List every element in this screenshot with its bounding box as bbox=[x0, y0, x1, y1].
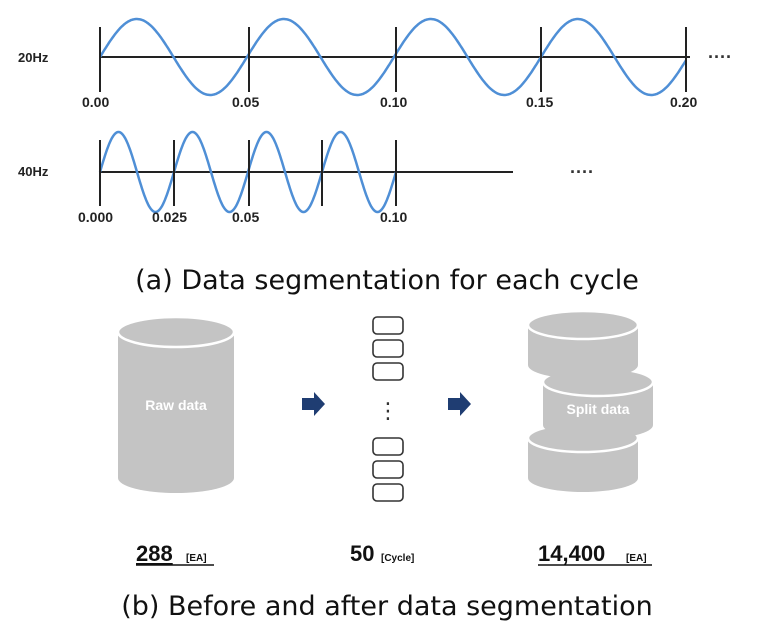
row-20hz: 20Hz 0.00 0.05 0.10 0.15 0.20 ···· bbox=[18, 17, 732, 110]
cycle-box bbox=[372, 460, 404, 479]
cycle-stack: ⋮ bbox=[372, 316, 404, 502]
cycle-box bbox=[372, 362, 404, 381]
caption-a: (a) Data segmentation for each cycle bbox=[135, 265, 639, 296]
tick-label: 0.000 bbox=[78, 209, 113, 225]
raw-unit: [EA] bbox=[186, 553, 207, 564]
cycle-box bbox=[372, 339, 404, 358]
split-unit: [EA] bbox=[626, 553, 647, 564]
cycle-unit: [Cycle] bbox=[381, 553, 414, 564]
cycle-count: 50 bbox=[350, 541, 374, 566]
arrow-right-icon bbox=[302, 392, 325, 416]
count-split: 14,400 [EA] bbox=[538, 541, 652, 566]
tick-label: 0.20 bbox=[670, 94, 697, 110]
tick-label: 0.05 bbox=[232, 94, 259, 110]
tick-label: 0.025 bbox=[152, 209, 187, 225]
raw-data-cylinder: Raw data bbox=[116, 315, 236, 493]
cycle-box bbox=[372, 483, 404, 502]
count-cycles: 50 [Cycle] bbox=[350, 541, 414, 566]
tick-label: 0.10 bbox=[380, 209, 407, 225]
cylinder-body bbox=[118, 332, 234, 493]
arrow-right-icon bbox=[448, 392, 471, 416]
freq-label-20hz: 20Hz bbox=[18, 50, 49, 65]
cylinder-body bbox=[543, 382, 653, 439]
cylinder-body bbox=[528, 438, 638, 492]
cylinder-top bbox=[116, 315, 236, 349]
panel-a: 20Hz 0.00 0.05 0.10 0.15 0.20 ···· 40Hz bbox=[18, 17, 732, 296]
sine-wave-20hz bbox=[98, 17, 688, 97]
raw-data-label: Raw data bbox=[145, 397, 207, 413]
freq-label-40hz: 40Hz bbox=[18, 164, 49, 179]
cycle-box bbox=[372, 316, 404, 335]
cylinder-body bbox=[528, 325, 638, 379]
cylinder-top bbox=[526, 309, 640, 341]
continuation-ellipsis: ···· bbox=[570, 162, 594, 182]
count-raw: 288 [EA] bbox=[136, 541, 214, 566]
caption-b: (b) Before and after data segmentation bbox=[121, 591, 653, 622]
tick-label: 0.00 bbox=[82, 94, 109, 110]
continuation-ellipsis: ···· bbox=[708, 47, 732, 67]
cycle-dividers-20hz bbox=[99, 27, 687, 92]
panel-b: Raw data ⋮ Split data bbox=[116, 309, 655, 622]
split-data-label: Split data bbox=[566, 401, 629, 417]
split-data-cylinders: Split data bbox=[526, 309, 655, 492]
tick-label: 0.05 bbox=[232, 209, 259, 225]
split-count: 14,400 bbox=[538, 541, 605, 566]
vertical-ellipsis: ⋮ bbox=[377, 399, 399, 424]
cycle-box bbox=[372, 437, 404, 456]
tick-label: 0.15 bbox=[526, 94, 553, 110]
tick-label: 0.10 bbox=[380, 94, 407, 110]
cycle-dividers-40hz bbox=[99, 140, 397, 206]
raw-count: 288 bbox=[136, 541, 173, 566]
row-40hz: 40Hz 0.000 0.025 0.05 0.10 ···· bbox=[18, 130, 594, 225]
